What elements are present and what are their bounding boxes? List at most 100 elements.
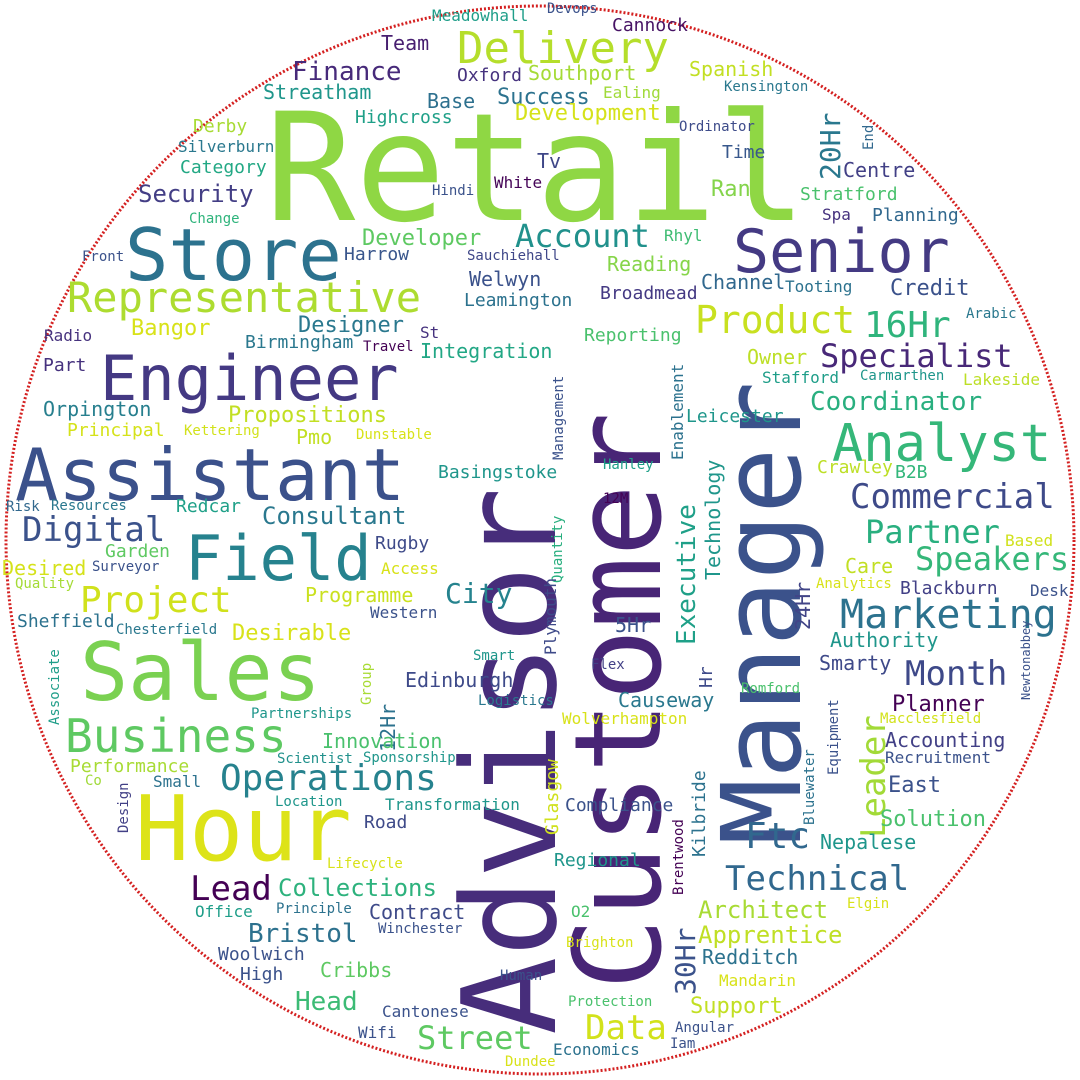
cloud-word-ftc: Ftc <box>745 816 810 857</box>
cloud-word-orpington: Orpington <box>43 397 151 421</box>
cloud-word-12hr: 12Hr <box>376 704 400 752</box>
cloud-word-finance: Finance <box>292 57 402 87</box>
cloud-word-equipment: Equipment <box>826 699 842 775</box>
cloud-word-analyst: Analyst <box>832 414 1051 474</box>
cloud-word-analytics: Analytics <box>816 576 892 592</box>
cloud-word-hr: Hr <box>696 666 717 688</box>
cloud-word-highcross: Highcross <box>355 107 453 128</box>
cloud-word-glasgow: Glasgow <box>542 759 563 835</box>
cloud-word-quality: Quality <box>15 576 74 592</box>
cloud-word-compliance: Compliance <box>565 795 673 816</box>
cloud-word-change: Change <box>189 211 240 227</box>
cloud-word-planning: Planning <box>872 205 959 226</box>
cloud-word-operations: Operations <box>220 758 437 799</box>
cloud-word-transformation: Transformation <box>385 795 520 814</box>
cloud-word-macclesfield: Macclesfield <box>880 711 981 727</box>
cloud-word-partner: Partner <box>865 513 1000 551</box>
cloud-word-dunstable: Dunstable <box>356 427 432 443</box>
cloud-word-lifecycle: Lifecycle <box>327 856 403 872</box>
cloud-word-speakers: Speakers <box>915 540 1069 578</box>
cloud-word-marketing: Marketing <box>840 592 1057 638</box>
cloud-word-care: Care <box>845 554 893 578</box>
cloud-word-associate: Associate <box>47 649 63 725</box>
cloud-word-success: Success <box>497 85 590 110</box>
cloud-word-blackburn: Blackburn <box>900 578 998 599</box>
cloud-word-kensington: Kensington <box>724 79 808 95</box>
cloud-word-advisor: Advisor <box>434 487 586 1035</box>
cloud-word-consultant: Consultant <box>262 502 407 530</box>
cloud-word-chesterfield: Chesterfield <box>116 622 217 638</box>
cloud-word-design: Design <box>116 782 132 833</box>
cloud-word-plymouth: Plymouth <box>541 578 560 655</box>
cloud-word-contract: Contract <box>369 900 465 924</box>
cloud-word-group: Group <box>359 663 375 705</box>
cloud-word-delivery: Delivery <box>457 23 669 74</box>
cloud-word-management: Management <box>551 376 567 460</box>
cloud-word-manager: Manager <box>698 381 826 845</box>
cloud-word-road: Road <box>364 812 407 833</box>
cloud-word-engineer: Engineer <box>100 342 399 415</box>
cloud-word-leader: Leader <box>854 715 894 838</box>
cloud-word-ordinator: Ordinator <box>679 119 755 135</box>
cloud-word-pmo: Pmo <box>296 425 332 449</box>
cloud-word-welwyn: Welwyn <box>469 267 541 291</box>
cloud-word-support: Support <box>690 994 783 1019</box>
cloud-word-retail: Retail <box>265 82 807 256</box>
cloud-word-protection: Protection <box>568 994 652 1010</box>
cloud-word-wifi: Wifi <box>358 1023 397 1042</box>
cloud-word-hour: Hour <box>135 777 352 882</box>
cloud-word-western: Western <box>370 603 437 622</box>
cloud-word-principle: Principle <box>276 901 352 917</box>
cloud-word-team: Team <box>381 31 429 55</box>
cloud-word-architect: Architect <box>698 896 828 924</box>
cloud-word-high: High <box>240 964 283 985</box>
cloud-word-o2: O2 <box>571 902 590 921</box>
cloud-word-elgin: Elgin <box>847 896 889 912</box>
cloud-word-co: Co <box>85 773 102 789</box>
cloud-word-innovation: Innovation <box>322 729 442 753</box>
cloud-word-programme: Programme <box>305 583 413 607</box>
cloud-word-cribbs: Cribbs <box>320 958 392 982</box>
cloud-word-human: Human <box>500 968 542 984</box>
cloud-word-white: White <box>494 173 542 192</box>
cloud-word-time: Time <box>722 142 765 163</box>
cloud-word-ran: Ran <box>711 177 751 202</box>
cloud-word-spanish: Spanish <box>689 57 773 81</box>
cloud-word-surveyor: Surveyor <box>92 559 159 575</box>
cloud-word-reading: Reading <box>607 252 691 276</box>
cloud-word-security: Security <box>138 180 254 208</box>
cloud-word-brentwood: Brentwood <box>671 819 687 895</box>
cloud-word-streatham: Streatham <box>263 80 371 104</box>
cloud-word-basingstoke: Basingstoke <box>438 462 557 483</box>
cloud-word-lead: Lead <box>190 869 272 909</box>
cloud-word-executive: Executive <box>672 504 702 645</box>
cloud-word-category: Category <box>180 157 267 178</box>
cloud-word-leamington: Leamington <box>464 290 572 311</box>
cloud-word-tv: Tv <box>537 149 561 173</box>
cloud-word-stafford: Stafford <box>762 368 839 387</box>
cloud-word-channel: Channel <box>701 270 785 294</box>
cloud-word-logistics: Logistics <box>478 693 554 709</box>
cloud-word-mandarin: Mandarin <box>719 971 796 990</box>
cloud-word-small: Small <box>153 772 201 791</box>
cloud-word-redditch: Redditch <box>702 945 798 969</box>
cloud-word-recruitment: Recruitment <box>885 748 991 767</box>
cloud-word-kettering: Kettering <box>184 423 260 439</box>
cloud-word-brighton: Brighton <box>566 935 633 951</box>
cloud-word-planner: Planner <box>892 692 985 717</box>
cloud-word-regional: Regional <box>554 850 641 871</box>
cloud-word-part: Part <box>43 355 86 376</box>
cloud-word-city: City <box>445 577 512 610</box>
cloud-word-rhyl: Rhyl <box>664 226 703 245</box>
cloud-word-partnerships: Partnerships <box>251 706 352 722</box>
cloud-word-risk: Risk <box>6 499 40 515</box>
cloud-word-b2b: B2B <box>895 462 928 483</box>
cloud-word-newtonabbey: Newtonabbey <box>1019 621 1033 700</box>
cloud-word-iam: Iam <box>670 1036 695 1052</box>
cloud-word-derby: Derby <box>193 116 247 137</box>
cloud-word-angular: Angular <box>675 1020 734 1036</box>
cloud-word-12m: 12M <box>603 491 628 507</box>
cloud-word-senior: Senior <box>733 217 950 287</box>
